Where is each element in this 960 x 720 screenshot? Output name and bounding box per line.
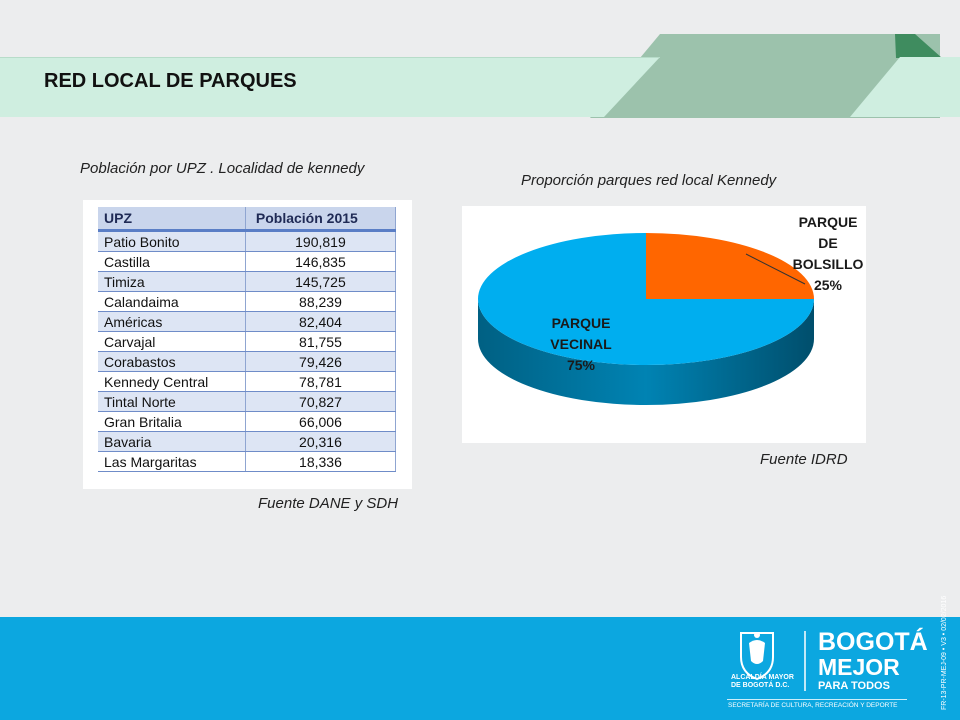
table-row: Castilla 146,835 (98, 251, 397, 272)
header-decoration (590, 34, 942, 118)
table-row: Calandaima 88,239 (98, 291, 397, 312)
pie-chart-svg: PARQUE VECINAL 75% PARQUE DE BOLSILLO 25% (478, 214, 864, 405)
table-source: Fuente DANE y SDH (258, 495, 399, 512)
cell-population: 78,781 (245, 371, 397, 392)
table-row: Bavaria 20,316 (98, 431, 397, 452)
cell-population: 18,336 (245, 451, 397, 472)
cell-population: 79,426 (245, 351, 397, 372)
table-row: Carvajal 81,755 (98, 331, 397, 352)
cell-upz-name: Gran Britalia (98, 411, 246, 432)
cell-upz-name: Patio Bonito (98, 230, 246, 252)
cell-upz-name: Castilla (98, 251, 246, 272)
cell-upz-name: Corabastos (98, 351, 246, 372)
cell-population: 88,239 (245, 291, 397, 312)
cell-upz-name: Las Margaritas (98, 451, 246, 472)
footer-bar (0, 617, 960, 720)
table-caption: Población por UPZ . Localidad de kennedy (80, 160, 365, 177)
cell-upz-name: Kennedy Central (98, 371, 246, 392)
table-row: Kennedy Central 78,781 (98, 371, 397, 392)
table-row: Patio Bonito 190,819 (98, 230, 397, 252)
pie-slice-bolsillo (646, 233, 814, 299)
alcaldia-line1: ALCALDÍA MAYOR (731, 674, 794, 681)
pie-label-bolsillo: PARQUE DE BOLSILLO 25% (793, 214, 864, 293)
table-row: Corabastos 79,426 (98, 351, 397, 372)
bogota-brand-line3: PARA TODOS (818, 680, 890, 692)
cell-upz-name: Calandaima (98, 291, 246, 312)
cell-upz-name: Tintal Norte (98, 391, 246, 412)
title-band (0, 57, 960, 117)
cell-population: 20,316 (245, 431, 397, 452)
table-row: Las Margaritas 18,336 (98, 451, 397, 472)
chart-caption: Proporción parques red local Kennedy (521, 172, 777, 189)
cell-population: 145,725 (245, 271, 397, 292)
table-row: Américas 82,404 (98, 311, 397, 332)
cell-population: 82,404 (245, 311, 397, 332)
page-title: RED LOCAL DE PARQUES (44, 70, 297, 92)
pie-chart: PARQUE VECINAL 75% PARQUE DE BOLSILLO 25% (462, 206, 866, 443)
cell-population: 190,819 (245, 230, 397, 252)
column-header-upz: UPZ (98, 207, 246, 232)
population-table-image: UPZ Población 2015 Patio Bonito 190,819 Ca… (83, 200, 412, 489)
bogota-brand-line1: BOGOTÁ (818, 628, 928, 656)
coat-of-arms-icon (740, 632, 774, 681)
table-body: Patio Bonito 190,819 Castilla 146,835 Timiza… (98, 230, 397, 472)
leader-line-bolsillo (745, 253, 806, 285)
cell-upz-name: Timiza (98, 271, 246, 292)
footer-logos (740, 631, 806, 691)
alcaldia-line2: DE BOGOTÁ D.C. (731, 682, 790, 689)
cell-population: 66,006 (245, 411, 397, 432)
table-row: Timiza 145,725 (98, 271, 397, 292)
column-header-population: Población 2015 (245, 207, 397, 232)
document-code: FR-13-PR-MEJ-09 • V3 • 02/02/2016 (941, 595, 948, 710)
cell-population: 146,835 (245, 251, 397, 272)
cell-population: 70,827 (245, 391, 397, 412)
chart-source: Fuente IDRD (760, 451, 848, 468)
cell-population: 81,755 (245, 331, 397, 352)
table-row: Gran Britalia 66,006 (98, 411, 397, 432)
population-table: UPZ Población 2015 Patio Bonito 190,819 Ca… (98, 207, 397, 472)
pie-label-vecinal: PARQUE VECINAL 75% (550, 315, 612, 373)
cell-upz-name: Américas (98, 311, 246, 332)
cell-upz-name: Carvajal (98, 331, 246, 352)
footer-divider (727, 699, 907, 700)
bogota-brand-line2: MEJOR (818, 654, 900, 680)
alcaldia-logo-text: ALCALDÍA MAYOR DE BOGOTÁ D.C. (731, 674, 794, 690)
pie-slice-side-vecinal (478, 299, 814, 405)
table-header-row: UPZ Población 2015 (98, 207, 397, 232)
cell-upz-name: Bavaria (98, 431, 246, 452)
table-row: Tintal Norte 70,827 (98, 391, 397, 412)
secretaria-text: SECRETARÍA DE CULTURA, RECREACIÓN Y DEPO… (728, 702, 898, 709)
